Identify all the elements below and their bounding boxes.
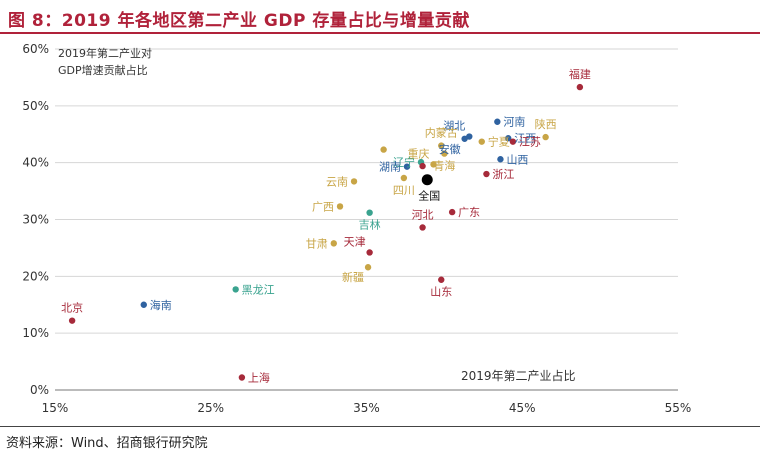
region-label: 北京 (61, 301, 83, 315)
region-point (238, 374, 246, 381)
region-label: 辽宁 (393, 155, 415, 169)
region-point (232, 286, 239, 293)
x-tick-label: 55% (665, 401, 692, 415)
region-label: 陕西 (535, 117, 557, 131)
source-rule (0, 426, 760, 427)
region-label: 宁夏 (488, 135, 510, 149)
region-label: 吉林 (359, 218, 381, 232)
tick-label-layer: 0% 10% 20% 30% 40% 50% 60% 15% 25% 35% 45% 55% (22, 42, 691, 415)
y-tick-label: 20% (22, 269, 49, 283)
region-label: 河北 (412, 208, 434, 221)
region-label: 湖北 (443, 120, 465, 133)
region-label: 山西 (506, 153, 528, 166)
region-point (576, 83, 584, 91)
region-point (542, 133, 549, 141)
region-label: 广东 (458, 206, 480, 219)
region-point (430, 161, 437, 168)
region-label: 甘肃 (306, 237, 328, 250)
region-label: 天津 (344, 235, 366, 248)
y-tick-label: 10% (22, 326, 49, 340)
region-point (419, 224, 426, 231)
figure-title: 图 8：2019 年各地区第二产业 GDP 存量占比与增量贡献 (8, 11, 470, 31)
region-label: 安徽 (439, 142, 461, 156)
y-tick-label: 30% (22, 213, 49, 227)
region-label: 重庆 (407, 146, 429, 160)
region-point (403, 163, 411, 170)
region-label: 山东 (430, 286, 452, 299)
region-label: 海南 (150, 298, 172, 312)
region-point (68, 317, 76, 324)
region-point (366, 209, 373, 216)
region-point (400, 174, 408, 182)
region-point (350, 178, 358, 185)
y-tick-label: 60% (22, 42, 49, 56)
region-point (494, 118, 501, 125)
national-point (421, 174, 433, 186)
region-point (461, 135, 468, 142)
region-point (419, 162, 426, 170)
region-label: 内蒙古 (425, 126, 458, 140)
point-layer (68, 83, 584, 381)
region-point (366, 249, 373, 256)
region-label: 江西 (514, 132, 536, 145)
region-point (330, 240, 337, 247)
grid-layer (55, 48, 678, 334)
region-point (505, 135, 512, 142)
y-tick-label: 0% (30, 383, 49, 397)
region-point (438, 276, 445, 283)
region-label: 新疆 (342, 270, 364, 284)
region-label: 四川 (393, 184, 415, 197)
region-label: 黑龙江 (242, 283, 275, 296)
y-tick-label: 50% (22, 99, 49, 113)
region-point (441, 150, 448, 157)
x-tick-label: 35% (353, 401, 380, 415)
national-label: 全国 (418, 189, 440, 203)
source-note: 资料来源：Wind、招商银行研究院 (6, 436, 208, 451)
scatter-chart: 0% 10% 20% 30% 40% 50% 60% 15% 25% 35% 45% 55% 福建河南… (22, 42, 691, 415)
region-point (336, 203, 344, 210)
region-point (497, 156, 504, 163)
region-label: 江苏 (519, 136, 541, 149)
region-point (448, 208, 456, 216)
region-point (364, 264, 372, 271)
y-axis-label-line1: 2019年第二产业对 (58, 46, 152, 60)
region-point (438, 142, 445, 149)
region-label: 河南 (503, 116, 525, 129)
region-label: 上海 (248, 370, 270, 384)
x-tick-label: 25% (197, 401, 224, 415)
region-label: 福建 (569, 67, 591, 81)
y-tick-label: 40% (22, 156, 49, 170)
region-point (483, 170, 490, 178)
region-label: 云南 (326, 175, 348, 188)
region-point (478, 138, 485, 145)
region-point (509, 138, 517, 145)
region-point (380, 146, 387, 153)
region-label: 青海 (433, 159, 455, 173)
region-label: 浙江 (492, 168, 514, 181)
x-tick-label: 15% (42, 401, 69, 415)
x-tick-label: 45% (509, 401, 536, 415)
region-label: 广西 (312, 200, 334, 213)
region-label: 湖南 (379, 161, 401, 174)
region-point (140, 301, 147, 308)
x-axis-label: 2019年第二产业占比 (461, 368, 576, 383)
y-axis-label-line2: GDP增速贡献占比 (58, 63, 148, 77)
title-rule (0, 32, 760, 34)
